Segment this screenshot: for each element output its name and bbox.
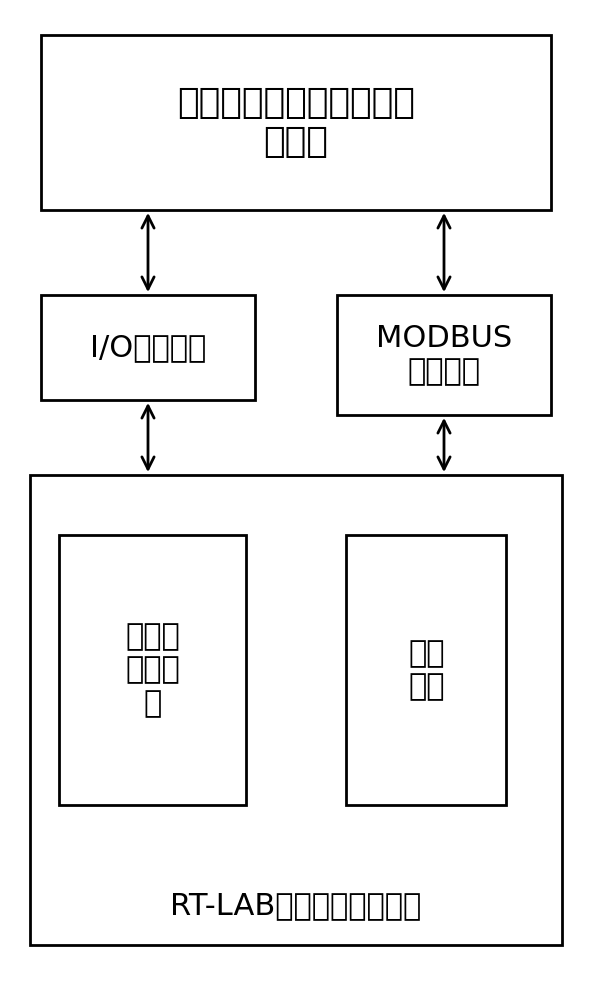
Text: 新能源场站快速频率响应
控制器: 新能源场站快速频率响应 控制器 xyxy=(177,86,415,159)
Text: 电网
模型: 电网 模型 xyxy=(408,639,445,701)
Bar xyxy=(346,535,506,805)
Bar xyxy=(337,295,551,415)
Bar xyxy=(41,295,255,400)
Bar xyxy=(30,475,562,945)
Bar xyxy=(59,535,246,805)
Bar xyxy=(41,35,551,210)
Text: RT-LAB实时仿真分析平台: RT-LAB实时仿真分析平台 xyxy=(170,891,422,920)
Text: MODBUS
通讯模块: MODBUS 通讯模块 xyxy=(376,324,512,386)
Text: 新能源
场站模
型: 新能源 场站模 型 xyxy=(125,622,180,718)
Text: I/O物理接口: I/O物理接口 xyxy=(90,333,206,362)
